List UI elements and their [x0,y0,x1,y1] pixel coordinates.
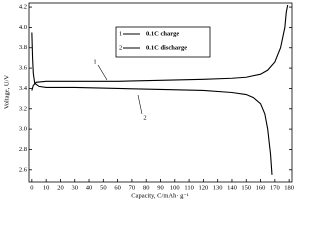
y-tick-label: 4.0 [19,24,27,31]
x-tick-label: 20 [57,184,64,191]
x-tick-label: 110 [184,184,194,191]
x-tick-label: 100 [170,184,180,191]
x-tick-label: 60 [114,184,121,191]
curve-label: 2 [143,114,146,121]
x-tick-label: 130 [213,184,223,191]
x-tick-label: 10 [43,184,50,191]
y-tick-label: 3.2 [19,105,27,112]
curve [31,4,289,91]
chart: Voltage, U/V Capacity, C/mAh· g⁻¹ 0 10 20 3… [3,2,294,199]
x-tick-label: 150 [241,184,251,191]
legend-box [115,26,211,58]
y-tick-label: 2.6 [19,166,28,173]
leader-line [137,94,143,115]
legend-label: 0.1C discharge [146,44,187,51]
legend-number: 1 [119,30,122,37]
curve [31,32,273,175]
legend-label: 0.1C charge [146,30,179,37]
y-tick-label: 2.8 [19,146,27,153]
x-tick-label: 50 [100,184,107,191]
x-tick-label: 160 [256,184,266,191]
x-tick-label: 170 [270,184,280,191]
x-tick-label: 120 [199,184,209,191]
x-tick-label: 140 [227,184,237,191]
x-tick-label: 0 [30,184,33,191]
x-tick-label: 90 [157,184,164,191]
legend-number: 2 [119,44,122,51]
x-tick-label: 30 [71,184,78,191]
y-tick-label: 3.0 [19,126,27,133]
y-tick-label: 4.2 [19,4,27,11]
x-tick-label: 180 [284,184,294,191]
curve-label: 1 [93,58,96,65]
x-tick-label: 70 [129,184,136,191]
x-tick-label: 80 [143,184,150,191]
x-axis-title: Capacity, C/mAh· g⁻¹ [131,192,189,199]
y-tick-label: 3.6 [19,65,28,72]
y-tick-label: 3.8 [19,44,27,51]
leader-line [97,64,108,81]
x-tick-label: 40 [86,184,93,191]
y-axis-title: Voltage, U/V [3,75,10,109]
y-tick-label: 3.4 [19,85,28,92]
